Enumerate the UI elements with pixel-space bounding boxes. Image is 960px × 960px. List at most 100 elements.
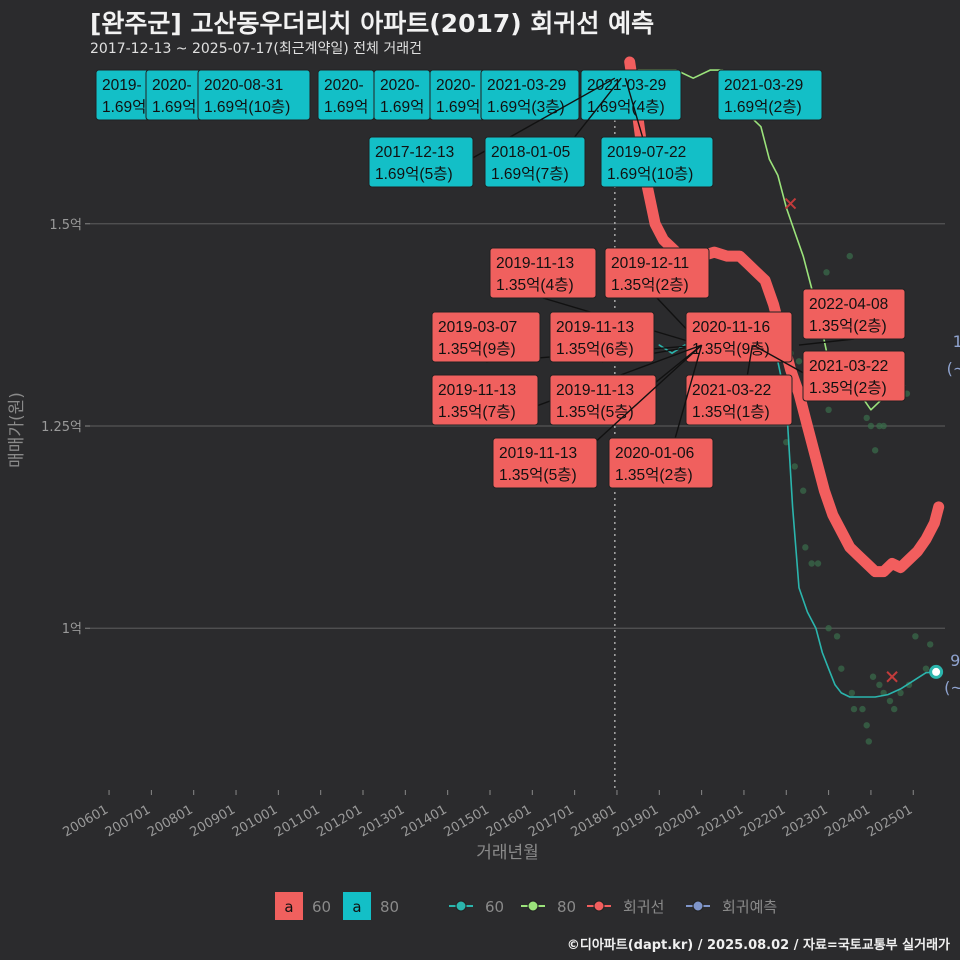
label-price: 1.35억(2층) <box>615 466 693 484</box>
label-box-80: 2017-12-13 1.69억(5층) <box>368 77 616 188</box>
label-price: 1.35억(1층) <box>692 403 770 421</box>
legend-line-text: 회귀예측 <box>722 898 777 916</box>
label-date: 2020- <box>380 77 420 94</box>
label-box-60: 2020-11-16 1.35억(9층) <box>685 311 793 363</box>
label-box-60: 2019-03-07 1.35억(9층) <box>431 311 702 363</box>
transaction-point <box>891 705 898 713</box>
label-date: 2020- <box>152 77 192 94</box>
x-tick-label: 201201 <box>315 802 365 840</box>
transaction-point <box>871 447 879 454</box>
legend-label-key-swatch <box>275 892 303 920</box>
label-box-bg <box>802 288 906 340</box>
label-box-bg <box>802 350 906 402</box>
x-tick-label: 201301 <box>357 802 407 840</box>
label-price: 1.69억(2층) <box>724 98 802 116</box>
label-price: 1.35억(2층) <box>809 379 887 397</box>
label-box-60: 2019-11-13 1.35억(5층) <box>492 344 703 489</box>
label-date: 2020-11-16 <box>692 319 770 336</box>
transaction-point <box>838 665 845 672</box>
x-tick-label: 201701 <box>526 802 576 840</box>
transaction-point <box>865 738 873 745</box>
transaction-point <box>859 705 866 713</box>
x-tick-label: 201101 <box>272 802 322 840</box>
label-box-80: 2020- 1.69억 <box>373 69 431 121</box>
label-date: 2019-12-11 <box>611 255 689 272</box>
x-axis-title: 거래년월 <box>476 843 539 863</box>
label-box-bg <box>492 437 598 489</box>
x-tick-label: 200701 <box>103 802 153 840</box>
transaction-point <box>912 633 919 640</box>
label-price: 1.35억(2층) <box>611 276 689 294</box>
label-box-bg <box>604 247 710 299</box>
label-price: 1.35억(9층) <box>438 340 516 358</box>
label-box-60: 2022-04-08 1.35억(2층) <box>798 288 906 346</box>
chart-subtitle: 2017-12-13 ~ 2025-07-17(최근계약일) 전체 거래건 <box>90 41 422 57</box>
label-date: 2021-03-22 <box>692 382 771 399</box>
legend-line-text: 80 <box>557 898 576 916</box>
y-tick-label: 1.25억 <box>41 420 82 435</box>
transaction-point <box>823 269 830 276</box>
transaction-point <box>833 633 841 640</box>
transaction-point <box>926 641 934 648</box>
label-date: 2019-11-13 <box>556 382 634 399</box>
transaction-point <box>800 487 807 494</box>
x-tick-label: 201901 <box>611 802 661 840</box>
legend-label-key-glyph: a <box>284 898 293 916</box>
y-tick-label: 1억 <box>62 622 82 637</box>
label-box-60: 2019-11-13 1.35억(6층) <box>549 311 702 363</box>
transaction-point <box>848 689 856 697</box>
label-box-60: 2019-12-11 1.35억(2층) <box>604 247 710 346</box>
x-tick-label: 202201 <box>738 802 788 840</box>
label-date: 2019-11-13 <box>496 255 574 272</box>
label-box-bg <box>489 247 597 299</box>
label-price: 1.69억(7층) <box>491 165 569 183</box>
label-date: 2019- <box>102 77 142 94</box>
prediction-value: 9,462 <box>950 651 960 670</box>
label-box-60: 2020-01-06 1.35억(2층) <box>608 344 714 489</box>
x-tick-label: 201401 <box>399 802 449 840</box>
x-tick-label: 201801 <box>568 802 618 840</box>
label-date: 2019-03-07 <box>438 319 517 336</box>
x-tick-label: 201601 <box>484 802 534 840</box>
legend-line-dot <box>527 900 539 912</box>
transaction-point <box>886 697 894 705</box>
x-tick-label: 202001 <box>653 802 703 840</box>
cross-marker <box>784 197 797 210</box>
transaction-point <box>825 625 832 632</box>
transaction-point <box>863 722 870 729</box>
transaction-point <box>850 705 858 713</box>
label-price: 1.69억(4층) <box>587 98 665 116</box>
transaction-point <box>795 358 803 365</box>
label-date: 2020-08-31 <box>204 77 283 94</box>
label-price: 1.35억(5층) <box>556 403 634 421</box>
transaction-point <box>802 544 809 551</box>
transaction-point <box>876 681 883 689</box>
legend-line-dot <box>455 900 467 912</box>
transaction-point <box>814 560 822 567</box>
label-box-80: 2018-01-05 1.69억(7층) <box>484 77 622 188</box>
label-date: 2021-03-29 <box>487 77 566 94</box>
label-price: 1.69억(3층) <box>487 98 565 116</box>
label-box-bg <box>484 136 586 188</box>
label-date: 2020-01-06 <box>615 445 694 462</box>
legend-line-text: 회귀선 <box>623 898 664 916</box>
label-date: 2019-11-13 <box>438 382 516 399</box>
prediction-area: (~80㎡) <box>947 359 960 378</box>
legend-line-dot <box>593 900 605 912</box>
label-box-60: 2019-11-13 1.35억(7층) <box>431 344 702 426</box>
label-box-bg <box>717 69 823 121</box>
label-date: 2022-04-08 <box>809 296 888 313</box>
label-price: 1.35억(6층) <box>556 340 634 358</box>
transaction-point <box>825 406 832 414</box>
label-price: 1.35억(4층) <box>496 276 574 294</box>
label-box-bg <box>549 374 657 426</box>
label-box-60: 2021-03-22 1.35억(1층) <box>685 344 793 426</box>
label-price: 1.69억 <box>380 98 424 116</box>
label-box-80: 2021-03-29 1.69억(2층) <box>717 69 823 121</box>
label-date: 2018-01-05 <box>491 144 570 161</box>
transaction-point <box>791 463 798 470</box>
label-price: 1.69억 <box>324 98 368 116</box>
x-tick-label: 200901 <box>188 802 238 840</box>
label-box-80: 2020- 1.69억 <box>145 69 203 121</box>
